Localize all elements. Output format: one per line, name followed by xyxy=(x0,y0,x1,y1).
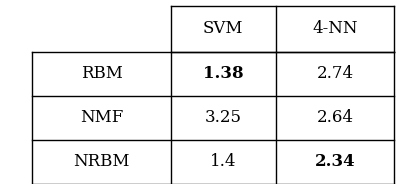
Text: 1.4: 1.4 xyxy=(209,153,236,170)
Text: NRBM: NRBM xyxy=(73,153,130,170)
Text: 2.34: 2.34 xyxy=(314,153,354,170)
Text: NMF: NMF xyxy=(80,109,123,126)
Text: SVM: SVM xyxy=(202,20,243,37)
Text: 3.25: 3.25 xyxy=(204,109,241,126)
Text: RBM: RBM xyxy=(80,65,122,82)
Text: 2.74: 2.74 xyxy=(315,65,353,82)
Text: 1.38: 1.38 xyxy=(202,65,243,82)
Text: 2.64: 2.64 xyxy=(315,109,353,126)
Text: 4-NN: 4-NN xyxy=(311,20,357,37)
